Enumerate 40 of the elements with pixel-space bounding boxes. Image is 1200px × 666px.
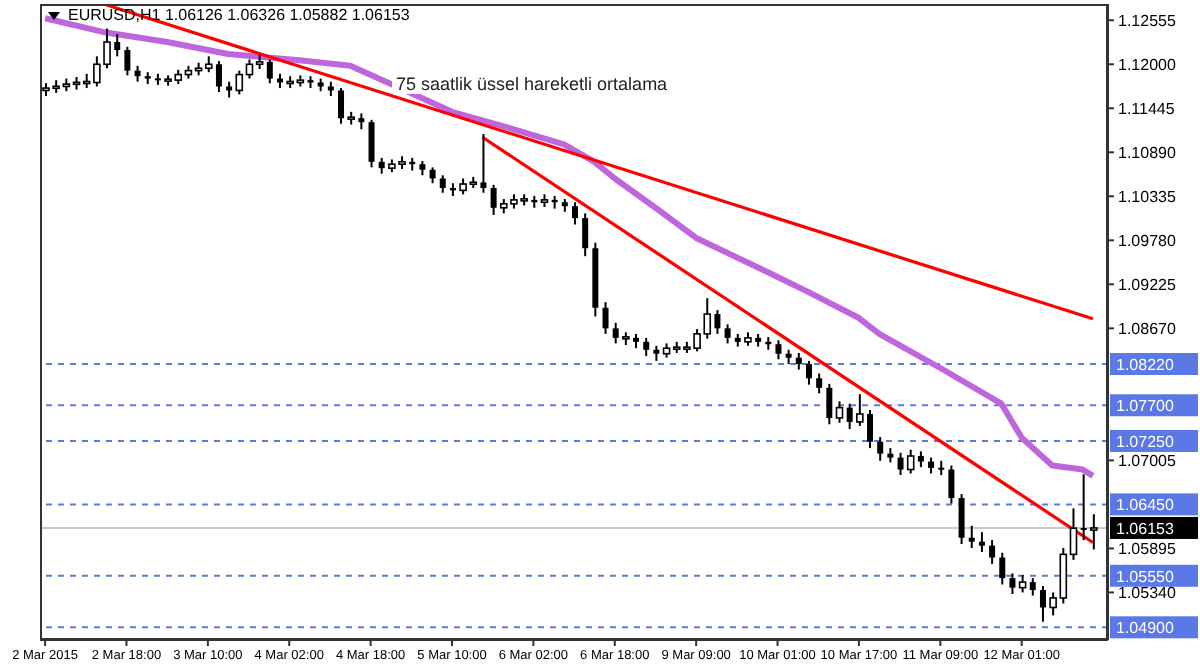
candlestick [999, 551, 1006, 586]
y-tick-label: 1.07005 [1118, 452, 1177, 471]
y-tick-label: 1.09225 [1118, 276, 1177, 295]
annotation: 75 saatlik üssel hareketli ortalama [392, 74, 672, 94]
candlestick [989, 539, 996, 565]
y-tick-label: 1.08670 [1118, 320, 1177, 339]
ref-line-label: 1.05550 [1116, 567, 1175, 586]
ref-line-label: 1.04900 [1116, 619, 1175, 638]
candlestick [724, 323, 731, 345]
candlestick [958, 493, 965, 546]
candlestick [968, 524, 975, 550]
y-tick-label: 1.05340 [1118, 584, 1177, 603]
candlestick [368, 118, 375, 169]
candlestick [816, 372, 823, 395]
candlestick [1009, 572, 1016, 596]
candlestick [572, 201, 578, 226]
ref-line-label: 1.07700 [1116, 397, 1175, 416]
candlestick [826, 382, 833, 426]
y-tick-label: 1.05895 [1118, 540, 1177, 559]
ref-line-label: 1.06450 [1116, 496, 1175, 515]
candlestick [582, 212, 589, 258]
ref-line-label: 1.06153 [1116, 519, 1175, 538]
y-tick-label: 1.11445 [1118, 99, 1176, 118]
candlestick [602, 301, 609, 335]
ref-line-label: 1.07250 [1116, 432, 1175, 451]
candlestick [978, 531, 985, 553]
candlestick [775, 339, 782, 361]
y-tick-label: 1.09780 [1118, 232, 1177, 250]
candlestick [643, 336, 650, 358]
y-tick-label: 1.12000 [1118, 55, 1177, 74]
candlestick [266, 58, 273, 85]
candlestick [805, 359, 812, 386]
y-tick-label: 1.10890 [1118, 143, 1177, 162]
ref-line-label: 1.08220 [1116, 356, 1175, 375]
candlestick [877, 435, 884, 462]
candlestick [124, 45, 131, 77]
candlestick [948, 464, 955, 505]
y-tick-label: 1.12555 [1118, 11, 1177, 30]
candlestick [835, 400, 844, 424]
y-tick-label: 1.10335 [1118, 187, 1177, 206]
